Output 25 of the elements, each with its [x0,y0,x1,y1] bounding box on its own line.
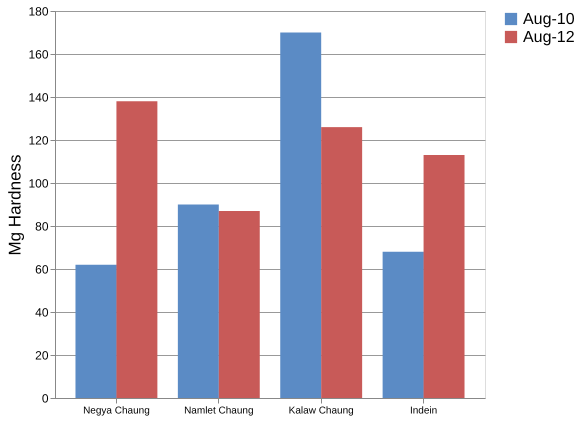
bar [75,264,116,398]
y-tick-label: 160 [28,48,49,62]
bar [178,204,219,398]
y-tick-label: 0 [42,392,49,406]
x-tick-label: Namlet Chaung [184,406,254,416]
y-tick-label: 120 [28,134,49,148]
legend-label: Aug-10 [523,11,575,28]
bar [321,127,362,398]
x-tick-label: Kalaw Chaung [288,406,354,416]
bar [218,210,260,398]
bar [382,252,424,398]
bar [280,32,322,398]
y-tick-label: 60 [35,262,49,276]
bar [424,155,465,398]
x-tick-label: Indein [410,406,438,416]
y-tick-label: 140 [28,90,49,104]
y-tick-label: 100 [28,176,49,190]
legend-label: Aug-12 [523,29,575,46]
y-axis-title: Mg Hardness [5,154,24,256]
bar [116,101,158,398]
y-tick-label: 40 [35,306,49,320]
y-tick-label: 20 [35,348,49,362]
y-tick-label: 180 [28,4,49,18]
x-tick-label: Negya Chaung [83,406,150,416]
y-tick-label: 80 [35,220,49,234]
